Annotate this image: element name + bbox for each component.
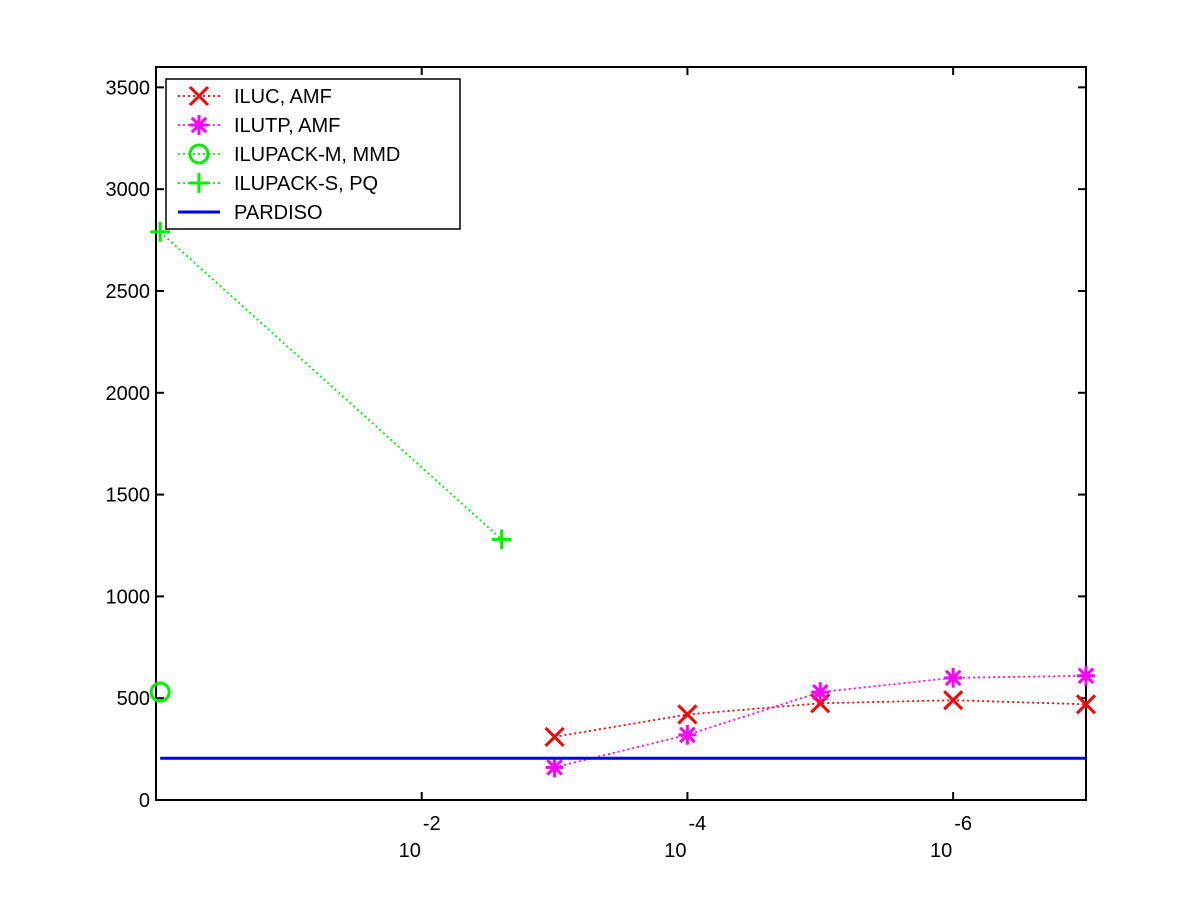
legend-label: ILUPACK-M, MMD [234, 144, 400, 166]
series-2 [149, 681, 171, 703]
x-tick-base: 10 [664, 840, 686, 862]
x-axis: 10-210-410-6 [399, 67, 972, 862]
legend-marker [188, 143, 210, 165]
legend-marker [189, 173, 209, 193]
legend-marker [188, 85, 210, 107]
legend-item: ILUC, AMF [178, 85, 332, 108]
legend-label: ILUPACK-S, PQ [234, 173, 378, 195]
series-3 [150, 222, 512, 550]
data-point [150, 222, 171, 242]
legend-item: ILUPACK-M, MMD [178, 143, 400, 166]
y-tick-label: 1500 [106, 485, 151, 507]
y-tick-label: 3000 [106, 179, 151, 201]
data-point [545, 757, 564, 778]
series-layer [149, 222, 1097, 778]
y-axis: 0 500 1000 1500 2000 2500 3000 3500 [106, 77, 1086, 812]
data-point [1075, 694, 1097, 715]
y-tick-label: 2500 [106, 281, 151, 303]
data-point [678, 724, 697, 745]
series-line [554, 699, 1087, 738]
data-point [677, 704, 698, 725]
x-tick-exponent: -4 [689, 813, 707, 835]
data-point [944, 667, 963, 688]
y-tick-label: 3500 [106, 77, 151, 99]
data-point [811, 682, 830, 702]
series-0 [544, 690, 1097, 747]
legend-label: ILUTP, AMF [234, 115, 340, 137]
y-tick-label: 1000 [106, 586, 151, 608]
y-tick-label: 0 [139, 790, 150, 812]
series-line [159, 231, 503, 541]
y-tick-label: 500 [117, 688, 150, 710]
x-tick-exponent: -6 [954, 813, 972, 835]
legend-item: PARDISO [178, 202, 323, 224]
legend-item: ILUTP, AMF [178, 115, 340, 137]
legend-label: PARDISO [234, 202, 323, 224]
legend-label: ILUC, AMF [234, 86, 332, 108]
data-point [491, 529, 512, 550]
legend-marker [190, 115, 208, 135]
data-point [544, 726, 565, 747]
legend: ILUC, AMF ILUTP, AMF ILUPACK-M, MMD ILUPACK… [165, 78, 461, 230]
x-tick-exponent: -2 [423, 813, 441, 835]
x-tick-base: 10 [399, 840, 421, 862]
y-tick-label: 2000 [106, 383, 151, 405]
x-tick-base: 10 [930, 840, 952, 862]
data-point [149, 681, 171, 703]
data-point [943, 690, 964, 711]
series-1 [545, 665, 1095, 778]
data-point [1077, 665, 1095, 686]
legend-item: ILUPACK-S, PQ [178, 173, 378, 195]
